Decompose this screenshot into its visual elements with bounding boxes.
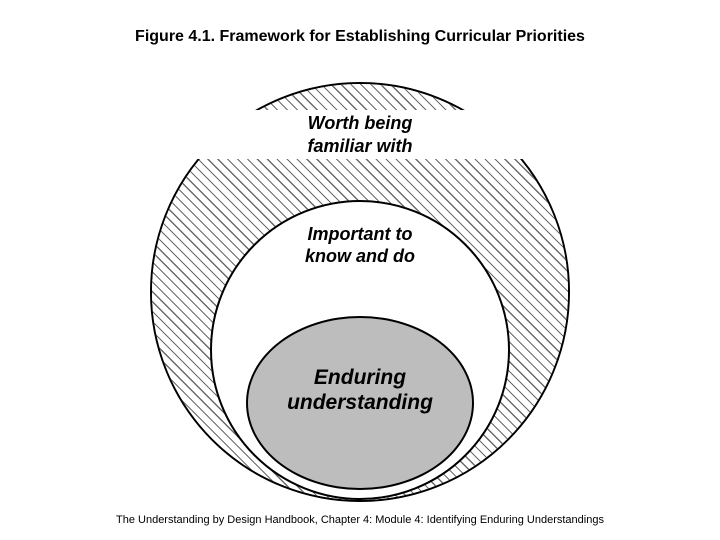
inner-ellipse-label: Enduring understanding [140, 366, 580, 416]
outer-label-line1: Worth being [308, 113, 413, 133]
figure-caption: The Understanding by Design Handbook, Ch… [0, 514, 720, 526]
outer-label-line2: familiar with [307, 136, 412, 156]
inner-label-line2: understanding [287, 391, 433, 414]
middle-circle-label: Important to know and do [140, 224, 580, 268]
inner-label-line1: Enduring [314, 366, 406, 389]
outer-circle-label: Worth being familiar with [140, 110, 580, 159]
middle-label-line2: know and do [305, 246, 415, 266]
middle-label-line1: Important to [308, 224, 413, 244]
figure-title: Figure 4.1. Framework for Establishing C… [0, 28, 720, 46]
nested-circle-diagram: Worth being familiar with Important to k… [140, 70, 580, 510]
